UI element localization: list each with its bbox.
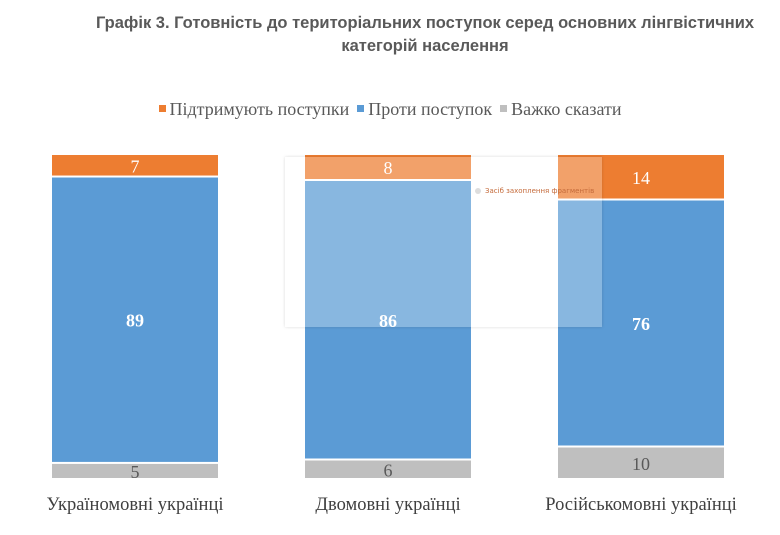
bar-segment: [52, 155, 218, 176]
snipping-tool-overlay[interactable]: Засіб захоплення фрагментів: [285, 157, 602, 327]
data-label: 86: [379, 311, 397, 331]
legend-label: Проти поступок: [368, 99, 493, 119]
legend-label: Важко сказати: [511, 99, 622, 119]
snipping-tool-label: Засіб захоплення фрагментів: [485, 187, 595, 195]
bar-segment: [558, 155, 724, 199]
data-label: 10: [632, 454, 650, 474]
legend: Підтримують поступки Проти поступок Важко …: [0, 99, 780, 120]
data-label: 7: [131, 156, 140, 176]
data-label: 14: [632, 168, 650, 188]
data-label: 6: [384, 460, 393, 480]
legend-swatch: [158, 105, 166, 113]
legend-item: Важко сказати: [500, 99, 621, 120]
bar-segment: [52, 463, 218, 478]
data-label: 5: [131, 462, 140, 482]
legend-swatch: [357, 105, 365, 113]
category-label: Україномовні українці: [47, 495, 224, 515]
data-label: 8: [384, 158, 393, 178]
legend-item: Підтримують поступки: [158, 99, 350, 120]
data-label: 89: [126, 311, 144, 331]
bar-segment: [305, 460, 471, 478]
bar-segment: [305, 155, 471, 179]
snipping-tool-icon: [475, 188, 481, 194]
chart-title: Графік 3. Готовність до територіальних п…: [95, 14, 755, 55]
data-label: 76: [632, 314, 650, 334]
legend-item: Проти поступок: [357, 99, 492, 120]
category-label: Російськомовні українці: [545, 495, 737, 515]
category-label: Двомовні українці: [315, 495, 460, 515]
legend-label: Підтримують поступки: [169, 99, 350, 119]
bar-segment: [558, 447, 724, 478]
bar-segment: [558, 200, 724, 446]
legend-swatch: [500, 105, 508, 113]
bar-segment: [305, 181, 471, 459]
bar-segment: [52, 177, 218, 462]
